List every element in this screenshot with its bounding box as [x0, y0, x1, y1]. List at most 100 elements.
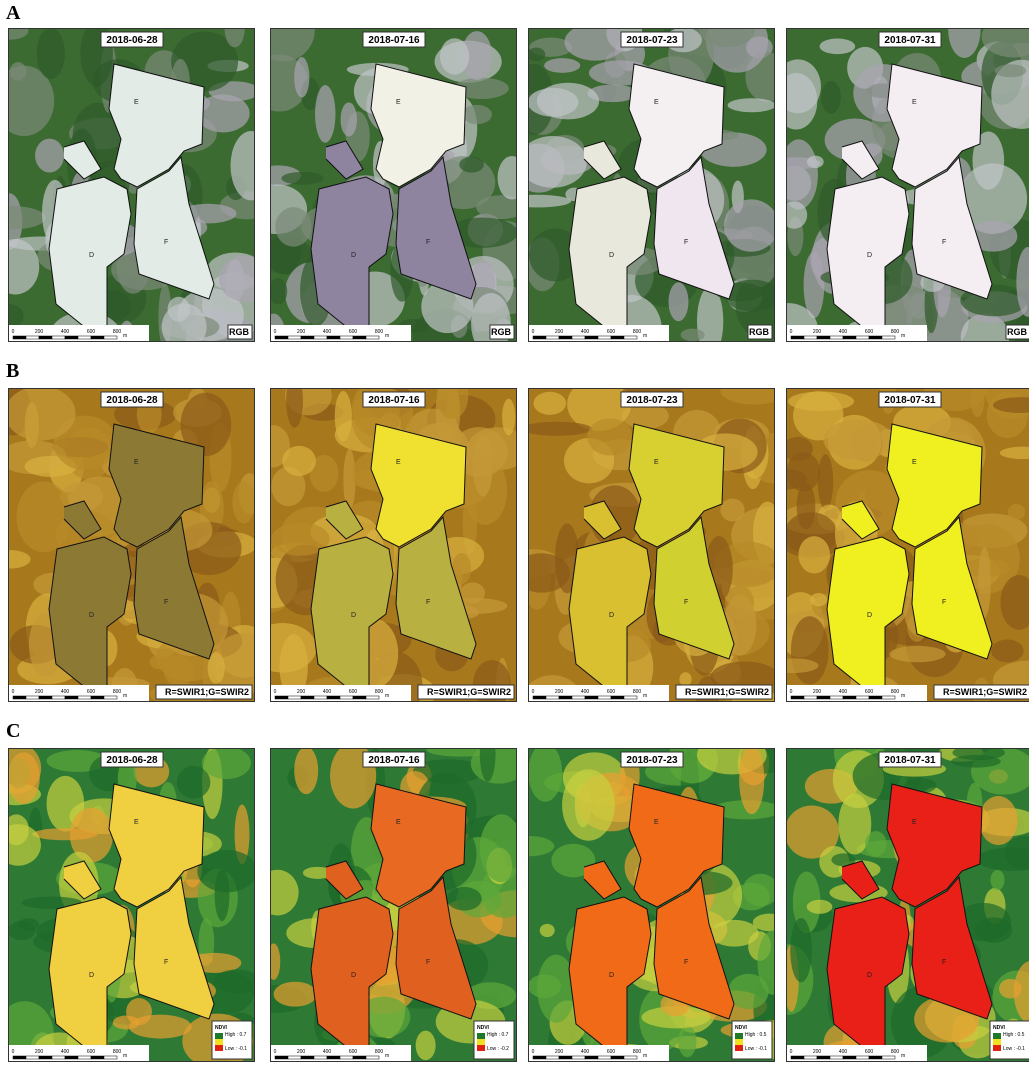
field-label: F — [164, 599, 168, 606]
legend-low: Low : -0.1 — [225, 1046, 247, 1052]
legend-ramp — [215, 1039, 223, 1045]
texture — [807, 156, 824, 169]
band-label: RGB — [749, 327, 770, 337]
scale-tick: 200 — [813, 689, 822, 695]
texture — [587, 418, 632, 455]
image-panel: DEF2018-06-280200400600800mRGB — [8, 28, 255, 342]
field-label: D — [867, 612, 872, 619]
texture — [37, 28, 65, 79]
scale-segment — [65, 696, 78, 699]
texture — [728, 98, 775, 112]
image-panel: DEF2018-07-310200400600800mNDVIHigh : 0.… — [786, 748, 1029, 1062]
scale-segment — [52, 336, 65, 339]
field-label: F — [164, 959, 168, 966]
legend-ramp — [735, 1045, 743, 1051]
texture — [459, 157, 484, 173]
scale-tick: 200 — [297, 329, 306, 335]
texture — [460, 582, 485, 603]
field-label: E — [396, 99, 401, 106]
legend-title: NDVI — [215, 1025, 228, 1031]
texture — [502, 399, 515, 436]
scale-unit: m — [123, 693, 127, 699]
image-panel: DEF2018-06-280200400600800mR=SWIR1;G=SWI… — [8, 388, 255, 702]
scale-tick: 400 — [581, 329, 590, 335]
scale-segment — [353, 1056, 366, 1059]
field-label: F — [942, 239, 946, 246]
scale-segment — [13, 336, 26, 339]
scale-tick: 400 — [61, 689, 70, 695]
scale-tick: 800 — [375, 1049, 384, 1055]
scale-segment — [91, 696, 104, 699]
scale-tick: 800 — [633, 329, 642, 335]
scale-segment — [546, 1056, 559, 1059]
scale-unit: m — [385, 693, 389, 699]
scale-segment — [882, 336, 895, 339]
field-label: E — [654, 99, 659, 106]
band-label: R=SWIR1;G=SWIR2 — [165, 687, 249, 697]
field-label: D — [867, 252, 872, 259]
texture — [823, 419, 893, 459]
legend-ramp — [477, 1045, 485, 1051]
field-label: D — [89, 972, 94, 979]
field-label: E — [654, 819, 659, 826]
scale-segment — [559, 336, 572, 339]
texture — [669, 282, 689, 321]
scale-segment — [301, 696, 314, 699]
scale-segment — [78, 336, 91, 339]
scale-tick: 800 — [891, 329, 900, 335]
scale-unit: m — [385, 333, 389, 339]
band-label: RGB — [491, 327, 512, 337]
scale-segment — [856, 1056, 869, 1059]
date-label: 2018-07-23 — [626, 395, 678, 406]
texture — [208, 652, 225, 684]
legend-high: High : 0.7 — [225, 1032, 247, 1038]
texture — [1008, 504, 1026, 520]
scale-segment — [830, 1056, 843, 1059]
scale-segment — [804, 1056, 817, 1059]
scale-segment — [572, 1056, 585, 1059]
field-label: F — [426, 959, 430, 966]
scale-tick: 800 — [891, 689, 900, 695]
scale-tick: 0 — [790, 329, 793, 335]
scale-segment — [288, 696, 301, 699]
scale-tick: 600 — [607, 329, 616, 335]
scale-segment — [585, 336, 598, 339]
field-label: E — [134, 819, 139, 826]
scale-tick: 0 — [532, 689, 535, 695]
scale-unit: m — [901, 333, 905, 339]
scale-segment — [791, 696, 804, 699]
scale-segment — [340, 696, 353, 699]
date-label: 2018-07-31 — [884, 35, 936, 46]
scale-segment — [91, 1056, 104, 1059]
scale-segment — [275, 696, 288, 699]
texture — [215, 869, 230, 921]
date-label: 2018-07-23 — [626, 35, 678, 46]
scale-segment — [856, 336, 869, 339]
texture — [534, 392, 567, 415]
scale-segment — [598, 336, 611, 339]
scale-tick: 0 — [12, 1049, 15, 1055]
field-label: F — [684, 599, 688, 606]
field-label: F — [426, 239, 430, 246]
scale-segment — [791, 336, 804, 339]
date-label: 2018-07-23 — [626, 755, 678, 766]
scale-tick: 200 — [297, 689, 306, 695]
date-label: 2018-07-16 — [368, 755, 420, 766]
scale-segment — [585, 1056, 598, 1059]
legend-ramp — [215, 1045, 223, 1051]
date-label: 2018-07-31 — [884, 755, 936, 766]
scale-tick: 0 — [790, 689, 793, 695]
date-label: 2018-06-28 — [106, 395, 158, 406]
scale-segment — [13, 1056, 26, 1059]
texture — [335, 391, 352, 441]
scale-segment — [52, 1056, 65, 1059]
texture — [126, 998, 152, 1025]
scale-segment — [533, 696, 546, 699]
texture — [202, 748, 251, 779]
scale-segment — [830, 696, 843, 699]
scale-tick: 600 — [87, 1049, 96, 1055]
legend-high: High : 0.5 — [1003, 1032, 1025, 1038]
scale-tick: 0 — [274, 1049, 277, 1055]
scale-tick: 600 — [87, 329, 96, 335]
scale-segment — [598, 696, 611, 699]
